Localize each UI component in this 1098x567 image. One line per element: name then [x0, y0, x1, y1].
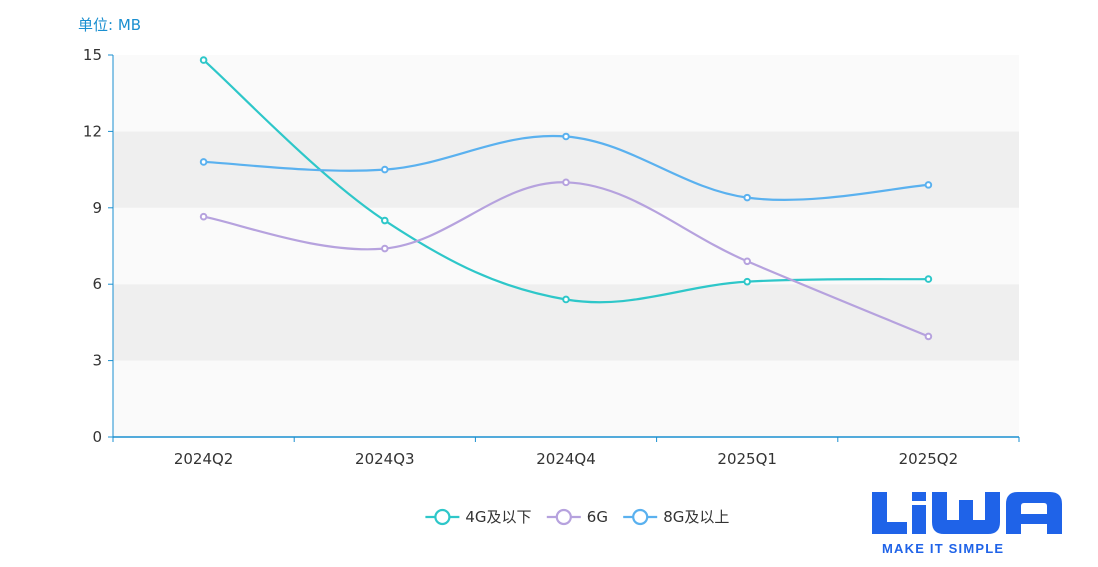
y-axis: 0 3 6 9 12 15 — [83, 46, 114, 446]
grid-band — [113, 207, 1019, 285]
logo-tagline: MAKE IT SIMPLE — [882, 541, 1005, 556]
data-point[interactable] — [924, 275, 933, 283]
legend-item[interactable]: 6G — [546, 508, 608, 526]
legend: 4G及以下 6G 8G及以上 — [425, 508, 729, 526]
y-tick-label: 12 — [83, 122, 102, 140]
series-1 — [199, 178, 933, 341]
unit-label: 单位: MB — [78, 16, 142, 34]
data-point[interactable] — [743, 257, 752, 266]
series-2 — [199, 132, 933, 202]
x-tick-label: 2025Q1 — [717, 450, 777, 468]
legend-label: 6G — [587, 508, 608, 526]
data-point[interactable] — [743, 277, 752, 286]
data-point[interactable] — [381, 165, 389, 174]
x-axis: 2024Q2 2024Q3 2024Q4 2025Q1 2025Q2 — [112, 436, 1020, 468]
series-line — [202, 59, 929, 304]
data-point[interactable] — [743, 193, 752, 202]
grid-band — [113, 284, 1019, 361]
legend-marker — [632, 508, 649, 526]
legend-marker — [555, 508, 572, 526]
x-tick-label: 2024Q3 — [355, 450, 415, 468]
data-point[interactable] — [562, 178, 570, 187]
data-point[interactable] — [562, 295, 570, 304]
data-point[interactable] — [924, 332, 933, 341]
series-layer — [199, 56, 933, 341]
y-tick-label: 6 — [92, 275, 102, 293]
y-tick-label: 9 — [92, 199, 102, 217]
data-point[interactable] — [199, 56, 208, 64]
x-tick-label: 2025Q2 — [899, 450, 959, 468]
grid-band — [113, 55, 1019, 132]
liwa-logo — [872, 492, 1062, 534]
y-tick-label: 15 — [83, 46, 102, 64]
legend-label: 8G及以上 — [663, 508, 729, 526]
grid-bands — [113, 55, 1019, 437]
series-0 — [199, 56, 933, 304]
data-point[interactable] — [199, 158, 208, 166]
y-tick-label: 3 — [92, 352, 102, 370]
grid-band — [113, 131, 1019, 208]
grid-band — [113, 360, 1019, 437]
data-point[interactable] — [562, 132, 570, 141]
data-point[interactable] — [199, 212, 208, 221]
data-point[interactable] — [381, 216, 389, 225]
x-tick-label: 2024Q4 — [536, 450, 596, 468]
x-tick-label: 2024Q2 — [174, 450, 234, 468]
legend-item[interactable]: 4G及以下 — [425, 508, 532, 526]
data-point[interactable] — [924, 181, 933, 189]
legend-marker — [434, 508, 451, 526]
legend-label: 4G及以下 — [465, 508, 531, 526]
y-tick-label: 0 — [92, 428, 102, 446]
data-point[interactable] — [381, 244, 389, 253]
legend-item[interactable]: 8G及以上 — [623, 508, 729, 526]
